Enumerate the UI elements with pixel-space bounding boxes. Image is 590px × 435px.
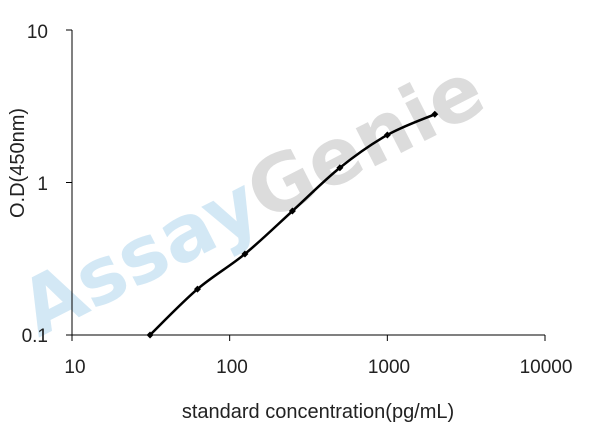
series-markers [146, 110, 439, 339]
x-tick-label: 1000 [368, 357, 410, 378]
data-point [193, 285, 201, 293]
x-axis-title: standard concentration(pg/mL) [182, 401, 454, 423]
x-tick-label: 100 [216, 357, 248, 378]
data-point [383, 131, 391, 139]
data-point [431, 110, 439, 118]
axis-ticks [66, 29, 546, 341]
watermark: AssayGenie [6, 45, 498, 355]
data-point [336, 164, 344, 172]
data-point [146, 331, 154, 339]
y-axis-title: O.D(450nm) [7, 108, 29, 218]
y-tick-label: 1 [37, 174, 48, 195]
watermark-part2: Genie [233, 45, 498, 240]
data-point [288, 207, 296, 215]
y-tick-label: 10 [27, 22, 48, 43]
y-tick-label: 0.1 [22, 326, 48, 347]
data-point [241, 250, 249, 258]
watermark-text: AssayGenie [6, 45, 498, 355]
x-tick-label: 10 [64, 357, 85, 378]
x-tick-label: 10000 [520, 357, 573, 378]
